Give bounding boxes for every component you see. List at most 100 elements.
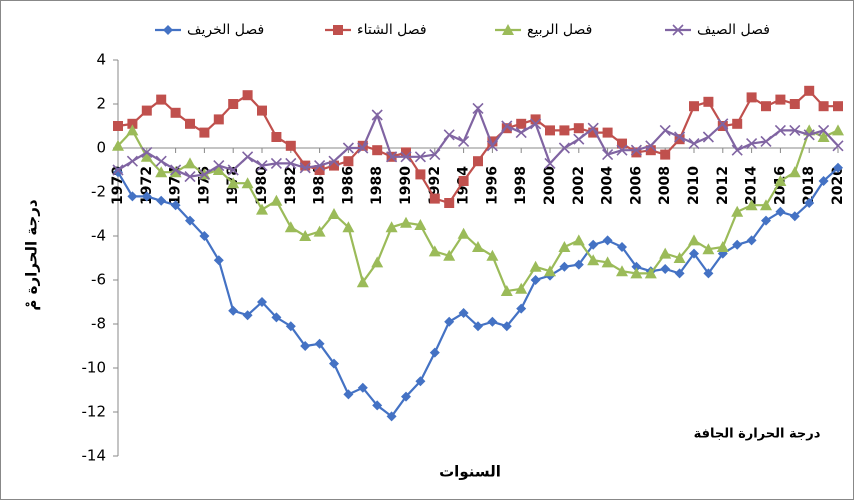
point — [372, 145, 383, 156]
point — [256, 203, 268, 215]
point — [660, 149, 671, 160]
point — [141, 105, 152, 116]
point — [487, 316, 498, 327]
point — [429, 193, 440, 204]
point — [573, 259, 584, 270]
point — [716, 241, 729, 252]
point — [415, 169, 426, 180]
x-tick-label: 2020 — [830, 166, 846, 205]
point — [299, 162, 311, 174]
point — [588, 239, 599, 250]
point — [199, 231, 210, 241]
point — [746, 92, 757, 103]
point — [444, 316, 455, 327]
point — [429, 149, 441, 161]
point — [357, 142, 369, 154]
point — [761, 101, 771, 112]
point — [414, 219, 427, 230]
point — [185, 118, 195, 129]
point — [227, 177, 240, 189]
point — [559, 261, 570, 272]
point — [674, 134, 685, 145]
point — [674, 268, 685, 279]
point — [227, 164, 239, 176]
point — [313, 225, 326, 237]
point — [501, 321, 512, 332]
point — [443, 129, 455, 141]
point — [774, 124, 786, 136]
point — [732, 239, 743, 250]
point — [473, 321, 483, 332]
point — [198, 168, 210, 180]
point — [558, 142, 570, 154]
point — [702, 243, 715, 255]
point — [414, 151, 426, 163]
legend-marker — [163, 25, 173, 35]
point — [472, 102, 484, 114]
point — [544, 157, 556, 169]
point — [544, 265, 556, 277]
y-tick-label: -8 — [91, 315, 106, 333]
point — [400, 151, 412, 163]
legend-marker — [672, 24, 684, 36]
point — [343, 389, 354, 400]
point — [775, 206, 786, 217]
point — [285, 321, 296, 332]
point — [170, 107, 181, 118]
point — [329, 358, 339, 369]
point — [602, 127, 613, 138]
x-tick-label: 1986 — [340, 166, 356, 205]
point — [242, 151, 254, 163]
x-tick-label: 2010 — [686, 166, 702, 205]
x-axis-title: السنوات — [439, 463, 501, 481]
x-tick-label: 2000 — [542, 166, 558, 205]
point — [127, 118, 138, 129]
point — [126, 155, 138, 167]
point — [644, 267, 657, 279]
point — [428, 245, 441, 257]
point — [645, 140, 657, 152]
point — [486, 249, 499, 261]
point — [112, 139, 124, 151]
y-tick-label: 4 — [96, 51, 106, 69]
x-tick-label: 1984 — [312, 166, 328, 205]
x-tick-label: 1988 — [369, 166, 385, 205]
point — [703, 268, 714, 279]
point — [386, 411, 397, 422]
x-tick-label: 1970 — [110, 166, 126, 205]
y-tick-label: -12 — [82, 403, 107, 421]
point — [746, 235, 757, 246]
point — [127, 191, 138, 202]
point — [601, 256, 614, 268]
point — [170, 164, 182, 176]
point — [530, 114, 541, 125]
point — [415, 376, 426, 387]
point — [342, 142, 354, 154]
point — [299, 230, 312, 241]
point — [314, 338, 325, 349]
point — [832, 140, 844, 152]
point — [689, 101, 699, 112]
point — [156, 94, 167, 105]
point — [761, 215, 771, 226]
point — [372, 400, 383, 411]
point — [774, 175, 787, 186]
point — [329, 160, 339, 171]
point — [458, 176, 469, 186]
y-tick-label: -2 — [91, 183, 106, 201]
point — [833, 162, 843, 173]
legend-marker — [502, 24, 514, 35]
point — [630, 144, 642, 156]
point — [631, 147, 642, 158]
legend-label: فصل الربيع — [527, 22, 592, 38]
point — [516, 303, 527, 314]
x-tick-label: 2002 — [571, 166, 587, 205]
point — [141, 146, 153, 158]
point — [343, 156, 354, 167]
point — [587, 122, 599, 134]
point — [284, 221, 297, 233]
point — [745, 199, 758, 211]
point — [832, 124, 844, 136]
x-tick-label: 2014 — [744, 166, 760, 205]
legend-label: فصل الشتاء — [357, 22, 427, 38]
